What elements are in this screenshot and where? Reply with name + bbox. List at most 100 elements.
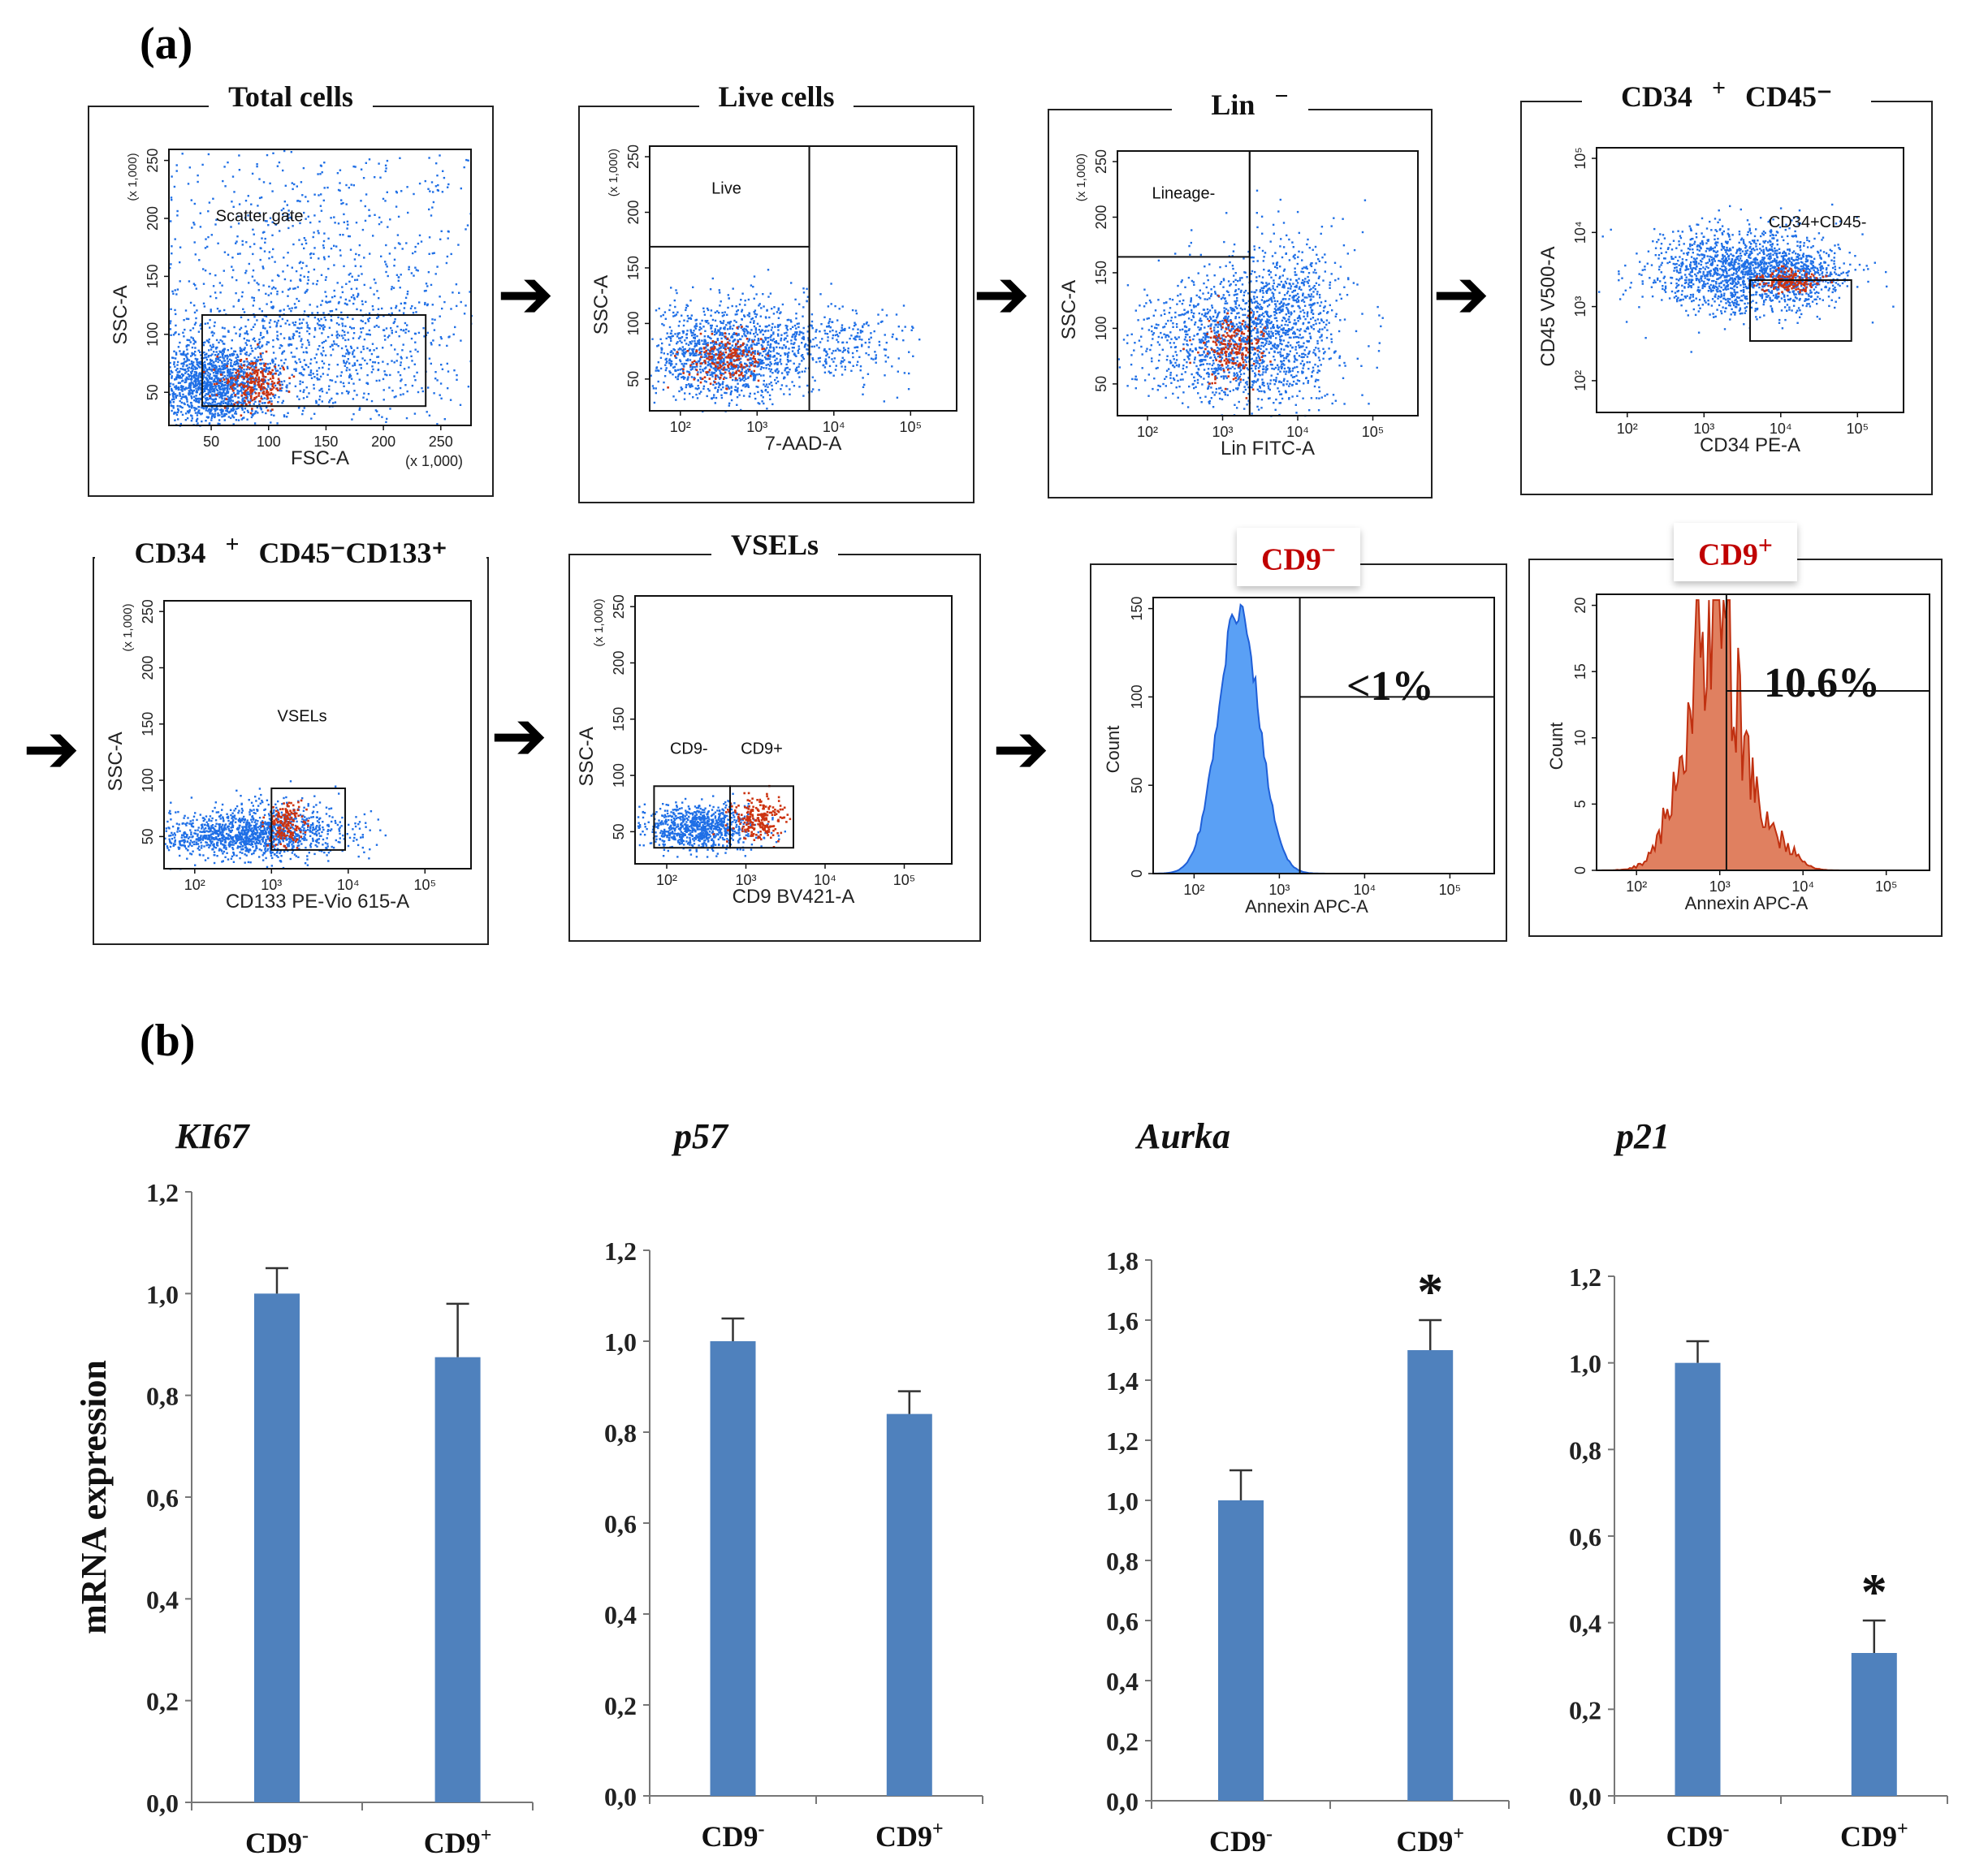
gate-label: Live (711, 180, 741, 198)
x-tick-label: 10² (1183, 882, 1204, 898)
x-tick-label: 10³ (1709, 878, 1731, 895)
y-tick-label: 0,6 (146, 1483, 179, 1513)
flow-title-cd133: CD34 + CD45⁻CD133⁺ (95, 531, 486, 570)
y-tick-label: 150 (625, 256, 642, 280)
error-bar (1686, 1340, 1709, 1363)
x-tick-label: 10² (656, 872, 677, 888)
bar-chart-ki67: KI67 0,0 0,2 0,4 0,6 0,8 1,0 1,2 CD9- CD9+ mRNA ex… (74, 1116, 534, 1859)
y-tick-label: 1,2 (1106, 1426, 1139, 1456)
y-tick-label: 100 (611, 763, 627, 788)
y-tick-label: 150 (1093, 261, 1109, 285)
y-tick-label: 1,0 (604, 1327, 637, 1357)
arrow-right-icon: ➔ (491, 696, 548, 775)
y-tick-label: 100 (625, 311, 642, 335)
hist-percent-cd9-pos: 10.6% (1764, 660, 1880, 706)
significance-star: * (1861, 1563, 1887, 1621)
x-tick-label: 10² (184, 877, 205, 893)
y-tick-label: 150 (140, 712, 156, 736)
vsel-highlight-points (203, 343, 296, 416)
bar-CD9- (254, 1293, 300, 1802)
x-tick-label: 10⁴ (1791, 878, 1814, 895)
y-tick-label: 200 (145, 206, 161, 231)
scatter-points (169, 149, 473, 427)
category-label: CD9+ (875, 1819, 944, 1853)
x-tick-label: 50 (203, 434, 219, 450)
error-bar (1230, 1469, 1252, 1500)
flow-plot-live: Live 10² 10³ 10⁴ 10⁵ 50 100 150 200 250 7-AAD-A SSC… (590, 145, 957, 455)
x-tick-label: 10² (1617, 421, 1638, 437)
y-tick-label: 250 (145, 149, 161, 173)
y-tick-label: 0,0 (604, 1782, 637, 1811)
flow-plot-cd133: VSELs 10² 10³ 10⁴ 10⁵ 50 100 150 200 250 CD133 PE-… (105, 599, 472, 913)
y-tick-label: 50 (1129, 777, 1145, 793)
scatter-points (164, 780, 387, 870)
x-tick-label: 10⁵ (1847, 421, 1869, 437)
y-tick-label: 50 (625, 371, 642, 387)
gate-label: Lineage- (1152, 185, 1215, 203)
x-tick-label: 10⁵ (893, 872, 915, 888)
x-axis-label: 7-AAD-A (765, 433, 842, 455)
x-axis-label: Annexin APC-A (1685, 893, 1809, 913)
bar-CD9+ (886, 1413, 932, 1796)
y-tick-label: 250 (625, 145, 642, 169)
y-multiplier: (x 1,000) (607, 149, 620, 196)
x-tick-label: 10³ (1693, 421, 1714, 437)
hist-percent-cd9-neg: <1% (1346, 663, 1434, 710)
gate-label: CD9- (670, 740, 708, 758)
histogram-area (1597, 599, 1930, 871)
x-tick-label: 10³ (1268, 882, 1290, 898)
y-tick-label: 0 (1129, 870, 1145, 878)
flow-panel-vsels: VSELs CD9- CD9+ 10² 10³ 10⁴ 10⁵ 50 100 150 200 250… (568, 528, 981, 942)
error-bar (721, 1317, 745, 1341)
y-tick-label: 50 (140, 828, 156, 844)
y-tick-label: 250 (611, 594, 627, 619)
y-tick-label: 200 (611, 650, 627, 675)
y-tick-label: 0,8 (1569, 1435, 1601, 1465)
gate-cd34 (1749, 279, 1852, 342)
x-tick-label: 10² (1137, 424, 1158, 440)
gate-label: CD34+CD45- (1769, 214, 1867, 231)
hist-tag-cd9-pos: CD9+ (1674, 523, 1797, 581)
hist-panel-cd9-pos: CD9+ 10.6% 10² 10³ 10⁴ 10⁵ 0 5 10 15 20 Annexin A… (1528, 523, 1943, 937)
category-label: CD9- (245, 1825, 309, 1859)
flow-panel-cd34-cd45: CD34 + CD45⁻ CD34+CD45- 10² 10³ 10⁴ 10⁵ 10² 10³ 1… (1520, 75, 1933, 495)
chart-title: p21 (1613, 1116, 1670, 1156)
x-axis-label: FSC-A (291, 447, 349, 469)
x-tick-label: 10⁴ (1354, 882, 1376, 898)
gate-lin (1117, 150, 1251, 258)
y-tick-label: 100 (1093, 316, 1109, 340)
y-tick-label: 1,2 (1569, 1262, 1601, 1292)
histogram-area (1152, 603, 1494, 874)
bar-CD9+ (1851, 1653, 1897, 1796)
y-tick-label: 0,0 (1569, 1782, 1601, 1811)
vsel-highlight-points (261, 799, 309, 849)
gate-label: VSELs (278, 708, 327, 726)
bar-CD9+ (434, 1357, 481, 1802)
flow-title-lin-neg: Lin − (1172, 83, 1308, 122)
flow-title-vsels: VSELs (711, 528, 839, 562)
y-tick-label: 10⁴ (1572, 221, 1588, 244)
hist-tag-cd9-neg: CD9− (1237, 528, 1360, 586)
x-tick-label: 250 (429, 434, 453, 450)
category-label: CD9- (1666, 1819, 1730, 1853)
y-tick-label: 150 (145, 264, 161, 288)
y-tick-label: 150 (1129, 597, 1145, 621)
gate-vsel (729, 785, 794, 849)
y-tick-label: 250 (140, 599, 156, 624)
arrow-right-icon: ➔ (973, 254, 1031, 334)
flow-plot-lin: Lineage- 10² 10³ 10⁴ 10⁵ 50 100 150 200 250 Lin FI… (1058, 149, 1419, 460)
x-tick-label: 10³ (735, 872, 756, 888)
arrow-right-icon: ➔ (992, 709, 1050, 788)
y-tick-label: 50 (1093, 376, 1109, 392)
y-tick-label: 100 (145, 322, 161, 347)
x-tick-label: 10³ (1212, 424, 1233, 440)
x-tick-label: 100 (257, 434, 281, 450)
bar-CD9- (1675, 1362, 1721, 1796)
error-bar (446, 1302, 469, 1357)
category-label: CD9- (1209, 1823, 1273, 1858)
chart-title: p57 (671, 1116, 729, 1156)
y-tick-label: 0,2 (146, 1687, 179, 1716)
y-multiplier: (x 1,000) (1074, 153, 1088, 201)
y-tick-label: 1,2 (604, 1236, 637, 1266)
hist-panel-cd9-neg: CD9− <1% 10² 10³ 10⁴ 10⁵ 0 50 100 150 Annexin AP… (1090, 528, 1507, 942)
